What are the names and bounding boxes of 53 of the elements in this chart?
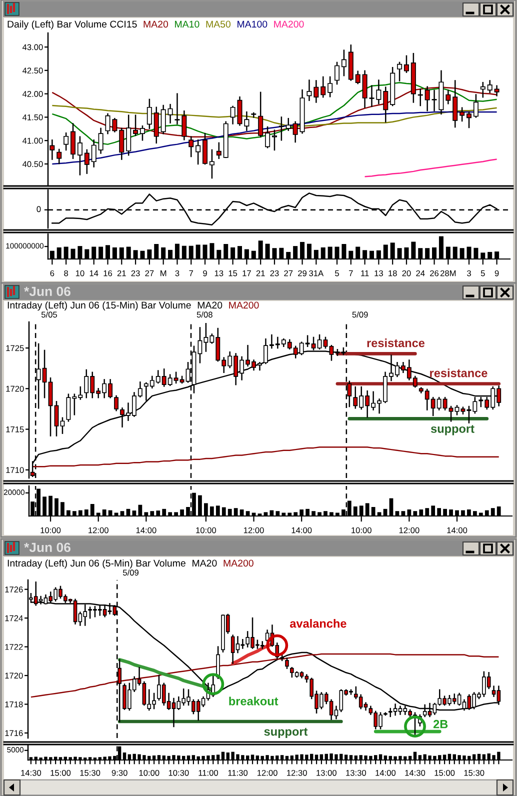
text: 5/09 bbox=[123, 569, 138, 576]
x-tick-label: 10:30 bbox=[168, 770, 189, 776]
x-tick-label: 11:30 bbox=[228, 770, 248, 776]
x-tick-label: 13:30 bbox=[346, 770, 366, 776]
y-tick-label: 1716 bbox=[5, 730, 23, 736]
text: MA20 bbox=[192, 560, 217, 567]
x-tick-label: 15:30 bbox=[464, 770, 484, 776]
text: MA200 bbox=[229, 302, 259, 309]
y-tick-label: 1718 bbox=[5, 701, 23, 708]
x-tick-label: 14:00 bbox=[376, 770, 396, 776]
text: MA20 bbox=[198, 302, 222, 309]
chart-subtitle: Intraday (Left) Jun 06 (5-Min) Bar Volume bbox=[8, 559, 186, 569]
x-tick-label: 14:30 bbox=[405, 770, 426, 776]
y-tick-label: 1722 bbox=[5, 644, 23, 650]
x-tick-label: 9:30 bbox=[112, 770, 128, 776]
x-tick-label: 10:00 bbox=[139, 770, 160, 776]
x-tick-label: 10:00 bbox=[40, 527, 61, 534]
x-tick-label: 12:00 bbox=[244, 527, 264, 534]
series-label: avalanche bbox=[290, 619, 346, 628]
x-tick-label: 12:00 bbox=[88, 527, 108, 534]
x-tick-label: 15:00 bbox=[434, 770, 455, 776]
y-tick-label: 1710 bbox=[6, 467, 24, 473]
x-tick-label: 14:30 bbox=[21, 770, 42, 776]
x-tick-label: 12:30 bbox=[287, 770, 307, 776]
x-tick-label: 11:00 bbox=[198, 770, 218, 776]
x-tick-label: 14:00 bbox=[447, 527, 468, 534]
y-tick-label: 1720 bbox=[6, 386, 24, 392]
series-label: resistance bbox=[430, 368, 488, 378]
y-tick-label: 1726 bbox=[5, 586, 23, 592]
x-tick-label: 14:00 bbox=[292, 527, 312, 534]
x-tick-label: 15:00 bbox=[50, 770, 71, 776]
x-tick-label: 15:30 bbox=[80, 770, 100, 776]
x-tick-label: 14:00 bbox=[136, 527, 156, 534]
text: 5/09 bbox=[352, 311, 368, 318]
series-label: support bbox=[264, 728, 308, 738]
series-label: 2B bbox=[433, 720, 448, 728]
y-tick-label: 1715 bbox=[6, 426, 24, 432]
x-tick-label: 12:00 bbox=[399, 527, 420, 534]
series-label: support bbox=[430, 425, 474, 436]
x-tick-label: 10:00 bbox=[196, 527, 216, 534]
y-tick-label: 1725 bbox=[6, 345, 24, 352]
chart-title: *Jun 06 bbox=[24, 286, 70, 296]
y-tick-label: 1724 bbox=[5, 615, 23, 622]
series-label: resistance bbox=[367, 338, 425, 348]
x-tick-label: 10:00 bbox=[352, 527, 372, 534]
text: 5/05 bbox=[41, 311, 57, 318]
text: MA200 bbox=[224, 560, 254, 567]
chart-title: *Jun 06 bbox=[24, 542, 70, 552]
x-tick-label: 13:00 bbox=[316, 770, 336, 776]
chart-subtitle: Intraday (Left) Jun 06 (15-Min) Bar Volume bbox=[8, 301, 191, 311]
y-tick-label: 1720 bbox=[5, 672, 23, 679]
x-tick-label: 12:00 bbox=[258, 770, 278, 776]
text: 5/08 bbox=[196, 311, 212, 318]
